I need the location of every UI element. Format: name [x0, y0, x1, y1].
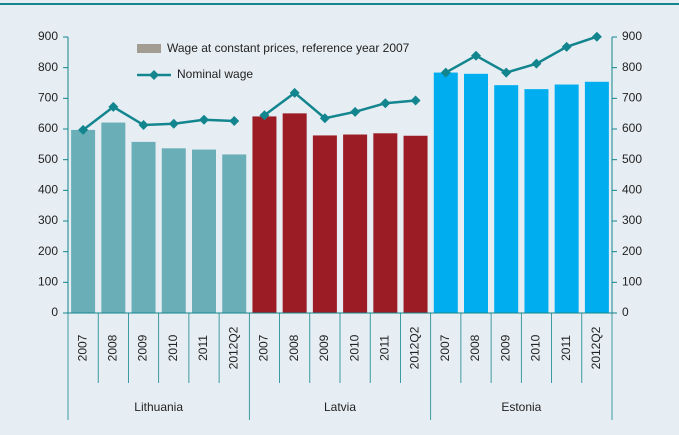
y2-tick-label: 0 — [622, 305, 629, 319]
bar — [252, 116, 277, 313]
x-tick-label: 2010 — [166, 334, 180, 361]
x-tick-label: 2010 — [529, 334, 543, 361]
y2-tick-label: 600 — [622, 121, 642, 135]
y2-tick-label: 800 — [622, 60, 642, 74]
x-tick-label: 2011 — [196, 335, 210, 361]
line-marker — [410, 95, 421, 106]
y-tick-label: 800 — [38, 60, 58, 74]
group-label: Lithuania — [134, 400, 183, 414]
y2-tick-label: 900 — [622, 29, 642, 43]
bar — [161, 148, 186, 313]
line-marker — [229, 116, 240, 127]
x-tick-label: 2011 — [559, 335, 573, 361]
x-tick-label: 2008 — [106, 334, 120, 361]
line-marker — [591, 31, 602, 42]
y-tick-label: 500 — [38, 152, 58, 166]
bar — [312, 135, 337, 313]
x-tick-label: 2010 — [347, 334, 361, 361]
y-tick-label: 400 — [38, 183, 58, 197]
nominal-wage-line — [445, 35, 598, 74]
group-label: Estonia — [501, 400, 541, 414]
line-marker — [319, 113, 330, 124]
x-tick-label: 2007 — [257, 334, 271, 361]
line-marker — [440, 67, 451, 78]
line-marker — [78, 124, 89, 135]
legend-label: Nominal wage — [177, 67, 253, 81]
x-tick-label: 2011 — [378, 335, 392, 361]
legend-label: Wage at constant prices, reference year … — [167, 41, 410, 55]
y2-tick-label: 300 — [622, 213, 642, 227]
nominal-wage-line — [82, 105, 235, 131]
x-tick-label: 2012Q2 — [589, 326, 603, 369]
bar — [131, 141, 156, 313]
y-tick-label: 600 — [38, 121, 58, 135]
line-marker — [531, 58, 542, 69]
x-tick-label: 2009 — [136, 334, 150, 361]
line-marker — [289, 87, 300, 98]
bar — [373, 133, 398, 313]
bar — [101, 122, 126, 313]
x-tick-label: 2007 — [438, 334, 452, 361]
y-tick-label: 200 — [38, 244, 58, 258]
y-tick-label: 100 — [38, 275, 58, 289]
bar — [192, 149, 216, 313]
bar — [343, 134, 368, 313]
y2-tick-label: 400 — [622, 183, 642, 197]
bar — [403, 135, 428, 313]
x-tick-label: 2009 — [317, 334, 331, 361]
line-marker — [350, 106, 361, 117]
bar — [282, 113, 307, 313]
line-marker — [561, 41, 572, 52]
line-marker — [380, 98, 391, 109]
x-tick-label: 2012Q2 — [226, 326, 240, 369]
bar — [222, 154, 247, 313]
x-tick-label: 2007 — [75, 334, 89, 361]
bar — [554, 84, 579, 314]
nominal-wage-line — [263, 91, 416, 120]
line-marker — [108, 101, 119, 112]
bar — [494, 85, 519, 313]
x-tick-label: 2008 — [287, 334, 301, 361]
y-tick-label: 300 — [38, 213, 58, 227]
bar — [433, 72, 458, 313]
legend-marker — [149, 70, 159, 80]
y2-tick-label: 200 — [622, 244, 642, 258]
y2-tick-label: 500 — [622, 152, 642, 166]
y2-tick-label: 100 — [622, 275, 642, 289]
x-tick-label: 2008 — [468, 334, 482, 361]
y2-tick-label: 700 — [622, 91, 642, 105]
line-marker — [168, 118, 179, 129]
x-tick-label: 2009 — [498, 334, 512, 361]
y-tick-label: 0 — [51, 305, 58, 319]
bar — [71, 129, 96, 313]
line-marker — [138, 120, 149, 131]
bar — [584, 81, 609, 313]
bar — [524, 89, 549, 313]
group-label: Latvia — [324, 400, 356, 414]
bar — [464, 73, 488, 313]
y-tick-label: 700 — [38, 91, 58, 105]
line-marker — [471, 50, 481, 61]
line-marker — [259, 110, 270, 121]
line-marker — [199, 114, 209, 125]
y-tick-label: 900 — [38, 29, 58, 43]
legend-swatch — [137, 44, 161, 53]
x-tick-label: 2012Q2 — [408, 326, 422, 369]
line-marker — [501, 67, 512, 78]
